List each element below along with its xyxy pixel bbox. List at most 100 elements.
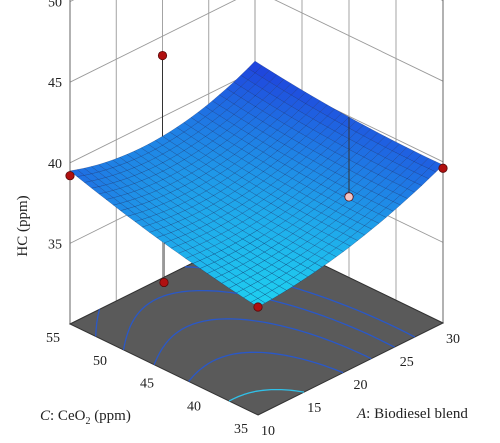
surface-patch <box>233 97 249 109</box>
surface-patch <box>241 133 257 145</box>
surface-patch <box>76 175 93 183</box>
surface-patch <box>227 199 243 210</box>
surface-patch <box>421 168 437 180</box>
surface-patch <box>328 238 344 249</box>
surface-patch <box>235 264 251 273</box>
surface-patch <box>141 193 157 202</box>
surface-patch <box>206 212 222 222</box>
surface-patch <box>148 206 165 215</box>
surface-patch <box>219 130 235 141</box>
design-points <box>65 50 448 312</box>
surface-patch <box>264 273 280 283</box>
surface-patch <box>191 186 207 196</box>
surface-patch <box>98 169 114 178</box>
surface-patch <box>170 237 187 246</box>
z-tick-label: 35 <box>48 237 62 252</box>
surface-patch <box>312 122 328 135</box>
surface-patch <box>155 145 171 155</box>
surface-patch <box>305 140 321 152</box>
contour-line <box>153 318 372 365</box>
surface-patch <box>312 144 329 156</box>
surface-patch <box>285 277 302 287</box>
design-point <box>253 302 263 312</box>
surface-patch <box>176 150 192 160</box>
surface-patch <box>226 154 243 165</box>
surface-patch <box>306 236 323 246</box>
surface-patch <box>191 159 207 170</box>
surface-patch <box>126 183 143 192</box>
surface-patch <box>105 159 121 168</box>
surface-patch <box>277 220 294 230</box>
surface-patch <box>242 285 259 295</box>
surface-patch <box>326 108 343 121</box>
surface-patch <box>112 164 128 174</box>
surface-patch <box>126 191 143 200</box>
surface-patch <box>226 114 242 126</box>
surface-patch <box>298 176 315 187</box>
surface-patch <box>291 191 308 202</box>
contour-line <box>228 388 305 402</box>
surface-patch <box>220 221 236 231</box>
surface-patch <box>284 206 301 217</box>
surface-patch <box>169 136 185 147</box>
surface-patch <box>119 170 135 179</box>
design-point <box>438 163 448 173</box>
z-tick-label: 45 <box>48 76 62 91</box>
design-point <box>344 192 354 202</box>
surface-patch <box>319 126 336 139</box>
x-tick-label: 25 <box>400 355 414 370</box>
surface-patch <box>183 117 199 128</box>
x-tick-label: 20 <box>354 378 368 393</box>
surface-patch <box>321 252 337 263</box>
y-tick-label: 45 <box>140 377 154 392</box>
surface-patch <box>192 260 208 269</box>
surface-patch <box>263 247 280 257</box>
surface-patch <box>192 236 208 245</box>
y-tick-label: 40 <box>187 399 201 414</box>
contour-line <box>122 289 395 351</box>
surface-patch <box>291 172 307 183</box>
surface-patch <box>349 193 365 204</box>
surface-patch <box>270 234 287 244</box>
surface-patch <box>163 240 179 249</box>
surface-patch <box>112 195 129 204</box>
surface-patch <box>148 229 165 238</box>
surface-patch <box>284 178 300 189</box>
surface-patch <box>198 145 214 156</box>
surface-patch <box>242 276 259 286</box>
x-axis-label: A: Biodiesel blend <box>356 406 468 422</box>
y-tick-label: 55 <box>46 331 60 346</box>
surface-patch <box>342 208 358 219</box>
y-tick-label: 35 <box>234 422 248 437</box>
surface-patch <box>355 124 372 137</box>
contour-line <box>188 351 344 382</box>
surface-patch <box>162 149 178 160</box>
surface-patch <box>162 184 179 193</box>
surface-patch <box>199 248 215 258</box>
x-tick-label: 10 <box>261 424 275 439</box>
surface-patch <box>206 253 223 263</box>
surface-patch <box>127 213 143 222</box>
surface-patch <box>399 188 415 199</box>
response-surface <box>69 60 444 308</box>
surface-patch <box>243 293 259 303</box>
surface-patch <box>213 258 230 268</box>
surface-patch <box>228 251 244 260</box>
grid-line-z <box>69 0 444 83</box>
surface-patch <box>155 187 171 197</box>
surface-patch <box>264 264 280 274</box>
surface-patch <box>363 160 379 172</box>
surface-patch <box>141 216 158 226</box>
y-tick-label: 50 <box>93 354 107 369</box>
surface-patch <box>335 223 351 234</box>
surface-patch <box>370 143 386 155</box>
surface-patch <box>314 240 330 250</box>
design-point <box>157 50 168 61</box>
surface-patch <box>291 142 307 154</box>
design-point <box>65 171 75 181</box>
surface-patch <box>206 203 222 213</box>
surface-patch <box>263 203 279 213</box>
surface-patch <box>235 272 251 282</box>
surface-patch <box>305 160 322 172</box>
